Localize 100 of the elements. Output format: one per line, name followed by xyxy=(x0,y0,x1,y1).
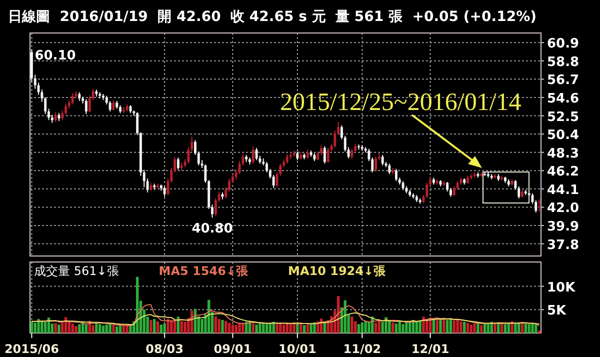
y-tick-label: 42.0 xyxy=(547,201,580,216)
y-tick-label: 50.4 xyxy=(547,128,580,144)
text: MA5 1546↓張 xyxy=(158,264,249,278)
bar xyxy=(112,325,115,333)
bar xyxy=(357,324,360,333)
bar xyxy=(255,324,258,333)
bar xyxy=(84,324,88,333)
bar xyxy=(466,322,470,333)
x-tick-label: 08/03 xyxy=(146,342,184,356)
bar xyxy=(166,318,170,333)
bar xyxy=(473,324,476,333)
bar xyxy=(439,319,442,333)
y-tick-label: 5K xyxy=(547,304,568,319)
annotation: 40.80 xyxy=(192,222,233,237)
y-tick-label: 56.7 xyxy=(547,73,580,88)
y-tick-label: 10K xyxy=(547,280,576,296)
x-tick-label: 12/01 xyxy=(411,342,450,356)
bar xyxy=(105,324,108,333)
bar xyxy=(442,318,446,333)
bar xyxy=(306,324,310,333)
candlestick xyxy=(176,157,180,170)
bar xyxy=(54,323,57,333)
candlestick xyxy=(388,163,391,175)
bar xyxy=(470,324,473,333)
candlestick xyxy=(326,147,330,164)
bar xyxy=(116,326,118,333)
bar xyxy=(446,320,449,333)
y-tick-label: 44.1 xyxy=(547,182,580,198)
bar xyxy=(391,322,394,333)
bar xyxy=(156,321,160,333)
bar xyxy=(422,316,425,333)
candlestick xyxy=(394,168,398,182)
candlestick xyxy=(54,112,57,122)
bar xyxy=(282,324,286,333)
y-tick-label: 60.9 xyxy=(547,36,580,52)
annotation: 60.10 xyxy=(34,48,76,64)
candlestick xyxy=(84,98,88,115)
candlestick xyxy=(163,186,166,198)
bar xyxy=(44,322,47,333)
bar xyxy=(360,322,364,333)
text: MA10 1924↓張 xyxy=(288,264,387,278)
candlestick xyxy=(381,154,384,166)
bar xyxy=(200,318,204,333)
bar xyxy=(460,321,462,333)
bar xyxy=(74,326,78,333)
candlestick xyxy=(374,156,378,172)
candlestick xyxy=(334,130,336,148)
y-tick-label: 39.9 xyxy=(547,220,580,235)
bar xyxy=(462,322,466,333)
bar xyxy=(378,320,381,333)
bar xyxy=(152,318,156,333)
chart-title: 日線圖 2016/01/19 開 42.60 收 42.65 s 元 量 561 張 +0.05 (+0.12%) xyxy=(8,9,537,25)
bar xyxy=(279,323,282,333)
y-tick-label: 54.6 xyxy=(547,91,580,106)
bar xyxy=(252,324,254,333)
bar xyxy=(78,324,81,333)
bar xyxy=(163,324,166,333)
bar xyxy=(394,324,398,333)
bar xyxy=(102,326,105,333)
bar xyxy=(231,324,234,333)
bar xyxy=(456,318,459,333)
candlestick xyxy=(272,174,275,189)
bar xyxy=(234,325,238,333)
bar xyxy=(289,324,292,333)
y-tick-label: 46.2 xyxy=(547,164,580,180)
bar xyxy=(224,320,228,333)
line-series xyxy=(31,312,540,326)
bar xyxy=(118,326,122,333)
bar xyxy=(184,322,186,333)
chart-title: 成交量 561↓張 xyxy=(34,264,119,278)
bar xyxy=(98,324,102,333)
bar xyxy=(436,318,438,333)
bar xyxy=(160,324,163,333)
bar xyxy=(531,323,534,333)
bar xyxy=(524,324,528,333)
x-tick-label: 10/01 xyxy=(278,342,316,356)
x-tick-label: 2015/06 xyxy=(4,342,59,356)
bar xyxy=(350,316,354,333)
bar xyxy=(384,317,388,333)
bar xyxy=(150,320,152,333)
y-tick-label: 58.8 xyxy=(547,54,580,70)
candlestick xyxy=(108,100,112,112)
y-tick-label: 52.5 xyxy=(547,110,580,125)
bar xyxy=(37,318,40,333)
y-tick-label: 37.8 xyxy=(547,238,580,253)
bar xyxy=(452,320,456,333)
bar xyxy=(242,322,244,333)
candlestick xyxy=(71,92,74,105)
candlestick xyxy=(538,198,541,212)
bar xyxy=(405,321,408,333)
x-tick-label: 11/02 xyxy=(343,342,382,356)
bar xyxy=(238,323,241,333)
bar xyxy=(514,324,517,333)
bar xyxy=(214,316,218,333)
bar xyxy=(510,321,514,333)
bar xyxy=(534,324,538,333)
candlestick xyxy=(323,146,326,164)
bar xyxy=(310,324,312,333)
bar xyxy=(528,324,530,333)
bar xyxy=(228,322,231,333)
